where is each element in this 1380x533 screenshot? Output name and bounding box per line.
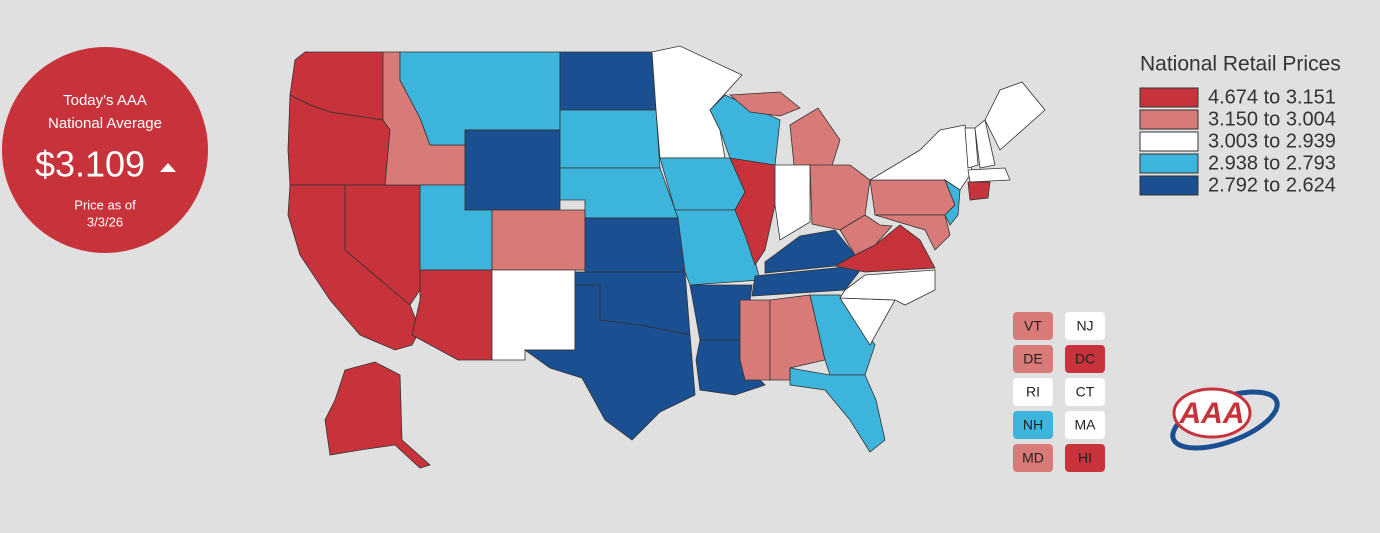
small-state-box [1065, 345, 1105, 373]
state [559, 109, 661, 169]
small-state-label: DE [1023, 351, 1042, 367]
small-state-label: VT [1024, 318, 1042, 334]
legend-label: 3.150 to 3.004 [1208, 108, 1336, 130]
state [984, 81, 1046, 151]
small-state-label: HI [1078, 450, 1092, 466]
state [464, 129, 561, 211]
state [839, 214, 893, 256]
legend-swatch [1139, 153, 1199, 174]
small-state-box [1065, 411, 1105, 439]
legend-swatch [1139, 87, 1199, 108]
state [491, 209, 586, 271]
state [964, 127, 979, 169]
legend-label: 4.674 to 3.151 [1208, 86, 1336, 108]
legend: National Retail Prices 4.674 to 3.1513.1… [1139, 53, 1341, 196]
badge-price: $3.109 [35, 144, 145, 185]
legend-swatch [1139, 109, 1199, 130]
state [839, 269, 936, 306]
up-arrow [160, 163, 176, 172]
state [944, 178, 961, 226]
state [789, 367, 886, 453]
small-state-label: NH [1023, 417, 1043, 433]
state [874, 214, 951, 251]
legend-label: 3.003 to 2.939 [1208, 130, 1336, 152]
state [967, 181, 991, 201]
badge-circle [2, 47, 208, 253]
badge-date-label: Price as of [74, 197, 136, 212]
small-state-box [1013, 444, 1053, 472]
badge-line: National Average [48, 115, 162, 132]
logo-text: AAA [1179, 397, 1245, 430]
state [584, 217, 686, 273]
small-state-label: MD [1022, 450, 1044, 466]
legend-swatch [1139, 131, 1199, 152]
legend-swatch [1139, 175, 1199, 196]
small-state-label: RI [1026, 384, 1040, 400]
small-state-label: CT [1076, 384, 1095, 400]
state [559, 51, 657, 111]
small-state-label: MA [1075, 417, 1097, 433]
small-state-label: DC [1075, 351, 1095, 367]
small-state-box [1065, 378, 1105, 406]
state [774, 164, 811, 241]
small-state-box [1013, 345, 1053, 373]
legend-title: National Retail Prices [1140, 53, 1341, 76]
state [967, 167, 1011, 183]
price-badge: Today's AAA National Average $3.109 Pric… [2, 47, 208, 253]
us-map [287, 45, 1046, 469]
state [974, 119, 996, 169]
small-state-box [1065, 444, 1105, 472]
legend-label: 2.938 to 2.793 [1208, 152, 1336, 174]
state [659, 157, 746, 211]
badge-date: 3/3/26 [87, 214, 123, 229]
state [751, 263, 866, 297]
state [491, 269, 576, 361]
small-state-box [1065, 312, 1105, 340]
small-states: VT NJ DE DC RI CT NH MA MD HI [1013, 312, 1105, 472]
small-state-box [1013, 411, 1053, 439]
state [324, 361, 431, 469]
legend-label: 2.792 to 2.624 [1208, 174, 1336, 196]
small-state-box [1013, 312, 1053, 340]
aaa-logo: AAA [1170, 387, 1280, 451]
small-state-label: NJ [1076, 318, 1093, 334]
state [523, 284, 696, 441]
small-state-box [1013, 378, 1053, 406]
logo-inner [1172, 387, 1252, 439]
state [728, 91, 801, 117]
badge-line: Today's AAA [63, 92, 147, 109]
state [869, 179, 956, 216]
state [739, 299, 771, 381]
